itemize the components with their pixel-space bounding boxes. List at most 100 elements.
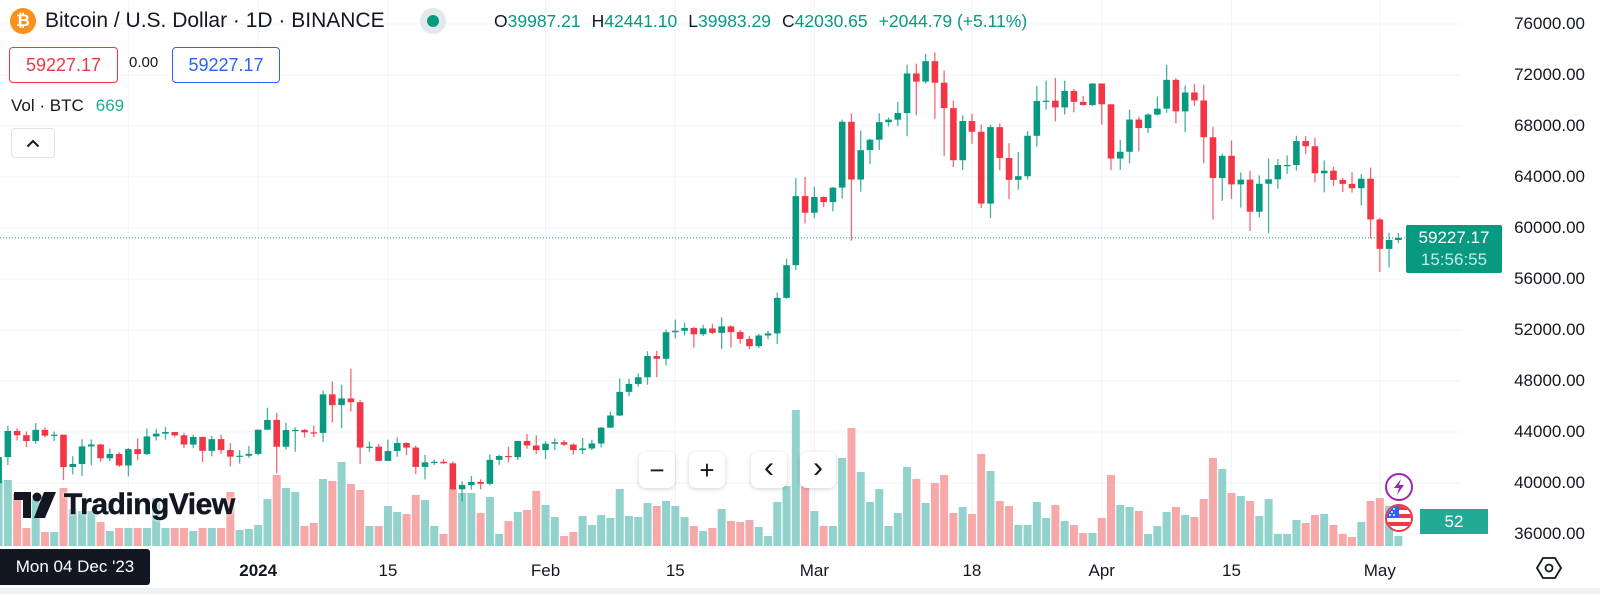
- candle: [1320, 160, 1328, 193]
- hexagon-settings-icon[interactable]: [1536, 556, 1562, 580]
- high-value: 42441.10: [604, 11, 678, 31]
- zoom-in-button[interactable]: +: [689, 452, 725, 488]
- candle-body: [838, 121, 846, 188]
- volume-bar: [717, 509, 726, 546]
- candle: [329, 381, 336, 423]
- candle-body: [1385, 239, 1393, 249]
- volume-bar: [439, 534, 448, 546]
- time-axis-label: Feb: [530, 561, 561, 580]
- candle: [236, 449, 243, 464]
- candle-body: [987, 127, 994, 204]
- tradingview-logo[interactable]: TradingView: [14, 488, 235, 522]
- volume-bar: [1301, 523, 1310, 546]
- volume-bar: [977, 454, 986, 546]
- volume-bar: [504, 521, 513, 546]
- candle-body: [755, 335, 763, 347]
- volume-bar: [1190, 517, 1199, 546]
- candle-body: [514, 440, 522, 458]
- candle-body: [134, 449, 141, 455]
- candle-body: [922, 61, 929, 82]
- candle-body: [88, 444, 95, 447]
- candle: [356, 399, 364, 464]
- buy-price-button[interactable]: 59227.17: [172, 47, 280, 83]
- volume-bar: [300, 526, 309, 546]
- price-axis[interactable]: 76000.00 72000.00 68000.00 64000.00 60000.00…: [1460, 0, 1600, 548]
- volume-bar: [3, 480, 12, 546]
- volume-bar: [995, 501, 1004, 546]
- time-axis-label: 15: [1222, 561, 1241, 580]
- candle-body: [913, 73, 920, 82]
- sell-price-button[interactable]: 59227.17: [9, 47, 118, 83]
- volume-bar: [865, 502, 874, 546]
- us-flag-event-icon[interactable]: [1385, 504, 1413, 532]
- candle: [301, 429, 308, 438]
- candle: [634, 373, 642, 387]
- scroll-left-button[interactable]: ‹: [751, 451, 787, 488]
- volume-bar: [1153, 526, 1162, 546]
- candle: [384, 439, 392, 462]
- collapse-legend-button[interactable]: [11, 128, 55, 158]
- candle: [755, 333, 763, 349]
- candle: [1126, 109, 1133, 164]
- candle: [1367, 167, 1374, 239]
- volume-legend[interactable]: Vol · BTC 669: [11, 95, 124, 117]
- time-axis-label: 15: [378, 561, 398, 580]
- volume-bar: [1320, 514, 1329, 546]
- candle: [152, 428, 160, 441]
- candle-body: [301, 429, 308, 433]
- candle-body: [820, 196, 827, 203]
- candle: [468, 475, 475, 490]
- candle-body: [60, 434, 67, 468]
- candle-body: [468, 482, 475, 485]
- price-chart[interactable]: [0, 0, 1460, 548]
- candle-body: [894, 113, 902, 120]
- candle: [273, 412, 280, 474]
- candle-body: [718, 326, 725, 333]
- scroll-right-button[interactable]: ›: [800, 451, 836, 488]
- volume-bar: [115, 528, 124, 546]
- candle: [1172, 78, 1180, 124]
- volume-bar: [263, 499, 272, 546]
- volume-bar: [634, 517, 643, 546]
- candle-body: [254, 429, 262, 454]
- candle-body: [570, 444, 577, 451]
- candle-body: [1246, 179, 1254, 212]
- volume-bar: [578, 516, 587, 546]
- time-axis[interactable]: 2024 15 Feb 15 Mar 18 Apr 15 May: [0, 550, 1600, 588]
- volume-bar: [198, 528, 207, 546]
- candle: [393, 437, 401, 457]
- candle-body: [662, 332, 670, 359]
- candle-body: [1033, 101, 1041, 136]
- candle-body: [495, 455, 503, 460]
- candle: [1144, 113, 1152, 134]
- symbol-title[interactable]: Bitcoin / U.S. Dollar · 1D · BINANCE: [45, 9, 385, 32]
- candle: [616, 378, 623, 417]
- candle: [718, 317, 725, 349]
- volume-bar: [1088, 533, 1097, 546]
- volume-bar: [1292, 520, 1301, 546]
- volume-bar: [522, 510, 531, 546]
- market-status-icon[interactable]: [420, 8, 446, 34]
- volume-scale-value: 52: [1444, 512, 1464, 531]
- volume-bar: [949, 513, 958, 546]
- lightning-event-icon[interactable]: [1385, 473, 1413, 501]
- candle: [449, 461, 457, 491]
- candle: [783, 258, 790, 299]
- time-axis-label: Apr: [1088, 561, 1115, 580]
- volume-bar: [1023, 525, 1032, 546]
- candle: [1256, 175, 1263, 218]
- volume-bar: [142, 528, 151, 546]
- candle-body: [811, 196, 818, 213]
- zoom-out-button[interactable]: −: [639, 452, 675, 488]
- volume-bar: [680, 517, 689, 546]
- volume-bar: [662, 501, 671, 546]
- volume-bar: [180, 528, 188, 546]
- bitcoin-icon: ₿: [10, 8, 36, 34]
- chevron-right-icon: ›: [813, 451, 823, 484]
- candle: [162, 426, 169, 440]
- price-axis-label: 64000.00: [1514, 167, 1585, 186]
- candle-body: [1098, 83, 1106, 105]
- volume-bar: [1329, 525, 1338, 546]
- candle: [227, 443, 234, 467]
- volume-bar: [485, 497, 494, 546]
